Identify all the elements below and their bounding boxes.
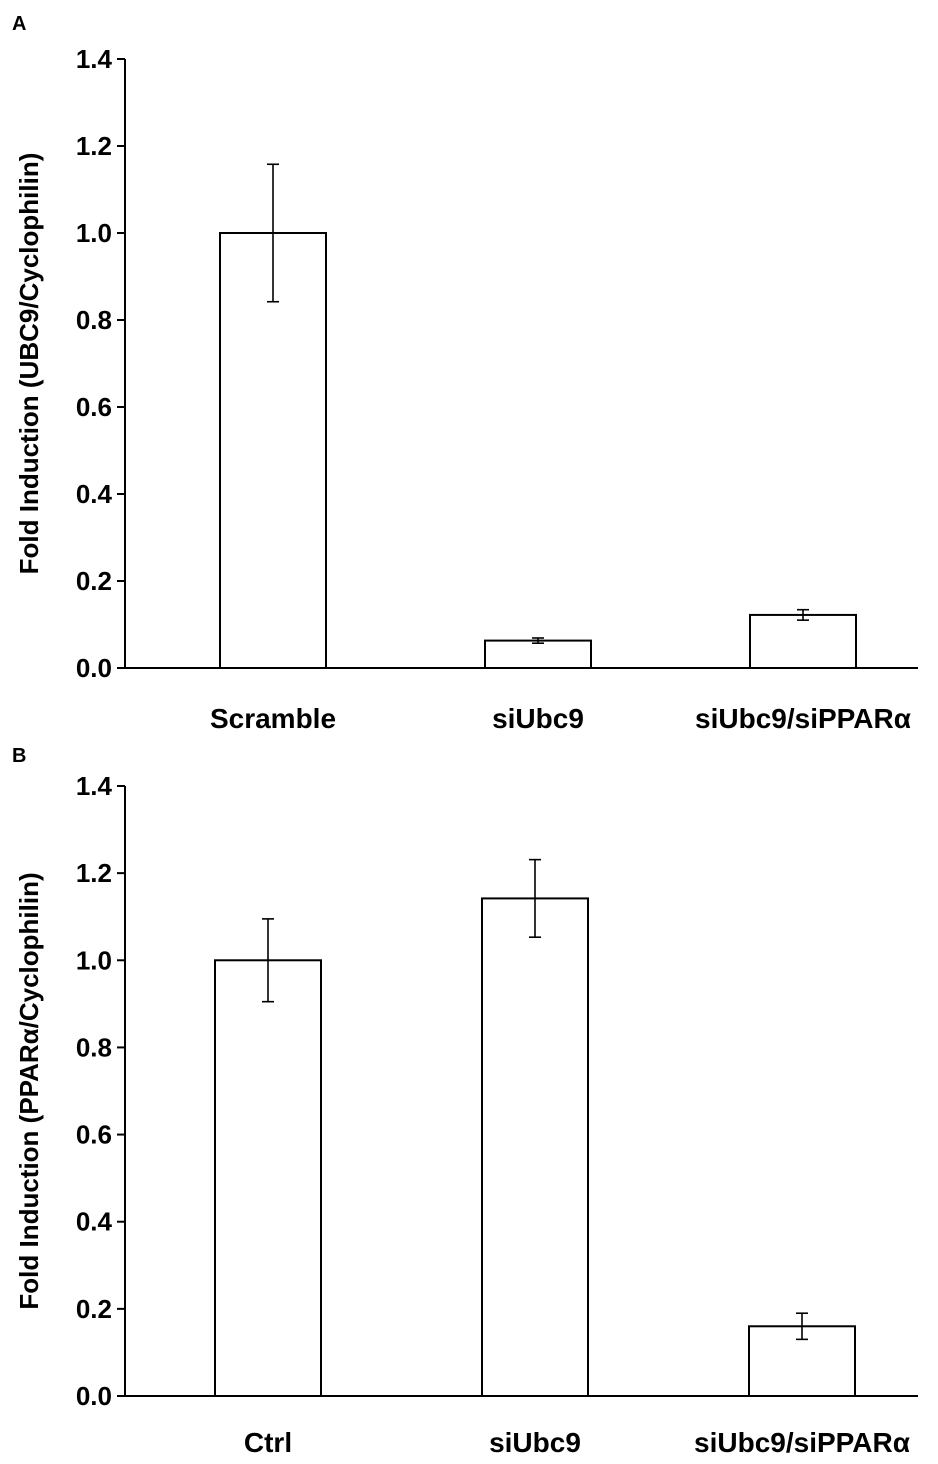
chart-a-y-axis-title: Fold Induction (UBC9/Cyclophilin) bbox=[14, 153, 44, 575]
chart-a-y-tick-label: 0.0 bbox=[76, 653, 112, 683]
chart-panel-b: B 0.0 0.2 0.4 0.6 0.8 1.0 1.2 1.4 Fold Induction… bbox=[0, 730, 938, 1464]
chart-panel-a: A 0.0 0.2 0.4 0.6 0.8 1.0 1.2 1.4 Fold Induction… bbox=[0, 0, 938, 730]
chart-b-y-tick-label: 0.2 bbox=[76, 1294, 112, 1324]
chart-b-y-tick-label: 0.6 bbox=[76, 1120, 112, 1150]
chart-b-bar bbox=[214, 959, 322, 1398]
chart-b-y-tick-label: 0.8 bbox=[76, 1032, 112, 1062]
chart-b-category-label: siUbc9 bbox=[489, 1427, 581, 1458]
chart-b-category-label: siUbc9/siPPARα bbox=[694, 1427, 910, 1458]
chart-a-category-label: siUbc9 bbox=[492, 703, 584, 730]
chart-b-category-label: Ctrl bbox=[244, 1427, 292, 1458]
chart-b-y-tick-label: 0.0 bbox=[76, 1381, 112, 1411]
chart-a-svg: A 0.0 0.2 0.4 0.6 0.8 1.0 1.2 1.4 Fold Induction… bbox=[12, 13, 918, 730]
chart-a-category-label: siUbc9/siPPARα bbox=[695, 703, 911, 730]
chart-a-y-tick-label: 1.4 bbox=[76, 44, 113, 74]
chart-b-svg: B 0.0 0.2 0.4 0.6 0.8 1.0 1.2 1.4 Fold Induction… bbox=[12, 745, 918, 1458]
chart-a-bar bbox=[484, 639, 592, 669]
chart-a-y-tick-label: 0.8 bbox=[76, 305, 112, 335]
chart-a-bar bbox=[749, 613, 857, 669]
chart-b-y-tick-label: 0.4 bbox=[76, 1207, 113, 1237]
panel-letter-b: B bbox=[12, 745, 26, 767]
chart-a-category-label: Scramble bbox=[210, 703, 336, 730]
chart-b-bar bbox=[481, 897, 589, 1398]
chart-b-y-tick-label: 1.0 bbox=[76, 945, 112, 975]
chart-a-y-tick-label: 1.2 bbox=[76, 131, 112, 161]
chart-b-y-axis-title: Fold Induction (PPARα/Cyclophilin) bbox=[14, 872, 44, 1309]
chart-b-y-tick-label: 1.2 bbox=[76, 858, 112, 888]
chart-a-y-tick-label: 0.4 bbox=[76, 479, 113, 509]
chart-a-y-tick-label: 1.0 bbox=[76, 218, 112, 248]
chart-a-y-tick-label: 0.6 bbox=[76, 392, 112, 422]
panel-letter-a: A bbox=[12, 13, 26, 35]
chart-a-y-tick-label: 0.2 bbox=[76, 566, 112, 596]
chart-b-y-tick-label: 1.4 bbox=[76, 771, 113, 801]
